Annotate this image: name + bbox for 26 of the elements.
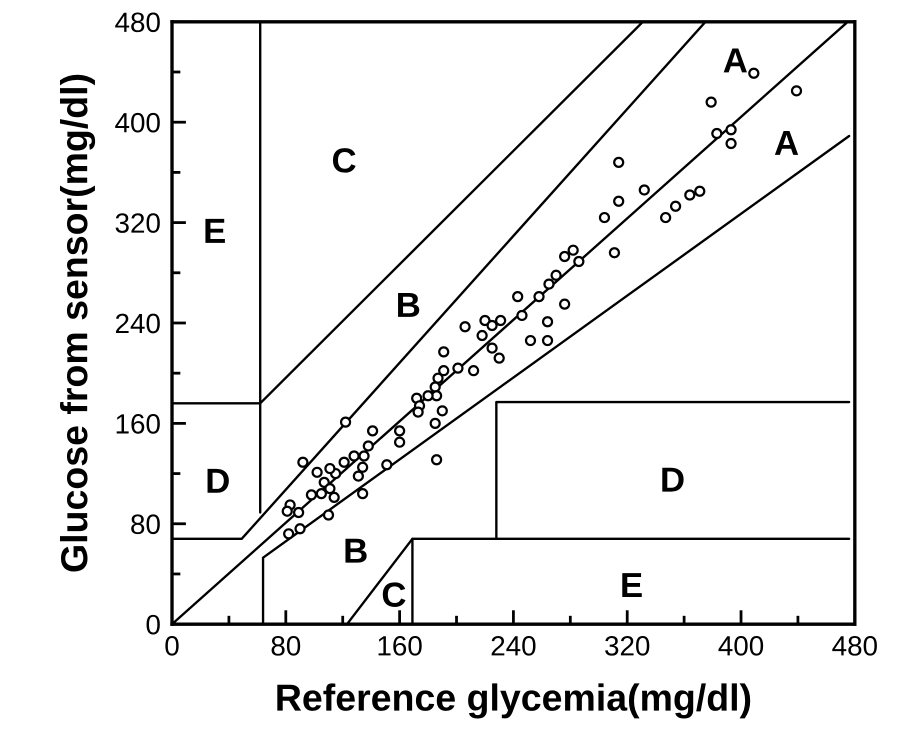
x-tick-label: 160	[378, 636, 422, 656]
y-tick-label: 320	[116, 213, 160, 233]
x-tick-label: 320	[605, 636, 650, 656]
x-tick-label: 240	[492, 636, 536, 656]
annotation: A	[774, 130, 798, 155]
x-axis-title: Reference glycemia(mg/dl)	[277, 683, 750, 719]
annotation: E	[622, 573, 642, 597]
annotation: B	[345, 538, 367, 563]
x-tick-label: 400	[718, 636, 764, 656]
x-tick-label: 480	[832, 636, 877, 656]
x-tick-label: 0	[165, 636, 179, 656]
y-tick-label: 400	[115, 112, 160, 133]
annotation: B	[398, 293, 420, 317]
y-axis-title: Glucose from sensor(mg/dl)	[60, 74, 96, 572]
y-tick-label: 80	[131, 514, 160, 534]
y-tick-label: 0	[146, 614, 160, 634]
annotation: D	[208, 468, 229, 493]
annotation: C	[382, 582, 406, 607]
y-tick-label: 480	[115, 12, 160, 32]
annotation: E	[205, 218, 225, 243]
annotation: A	[724, 48, 747, 72]
x-tick-label: 80	[272, 636, 300, 656]
y-tick-label: 240	[116, 314, 160, 334]
y-tick-label: 160	[116, 414, 160, 434]
annotation: C	[332, 148, 356, 173]
annotation: D	[662, 468, 684, 492]
